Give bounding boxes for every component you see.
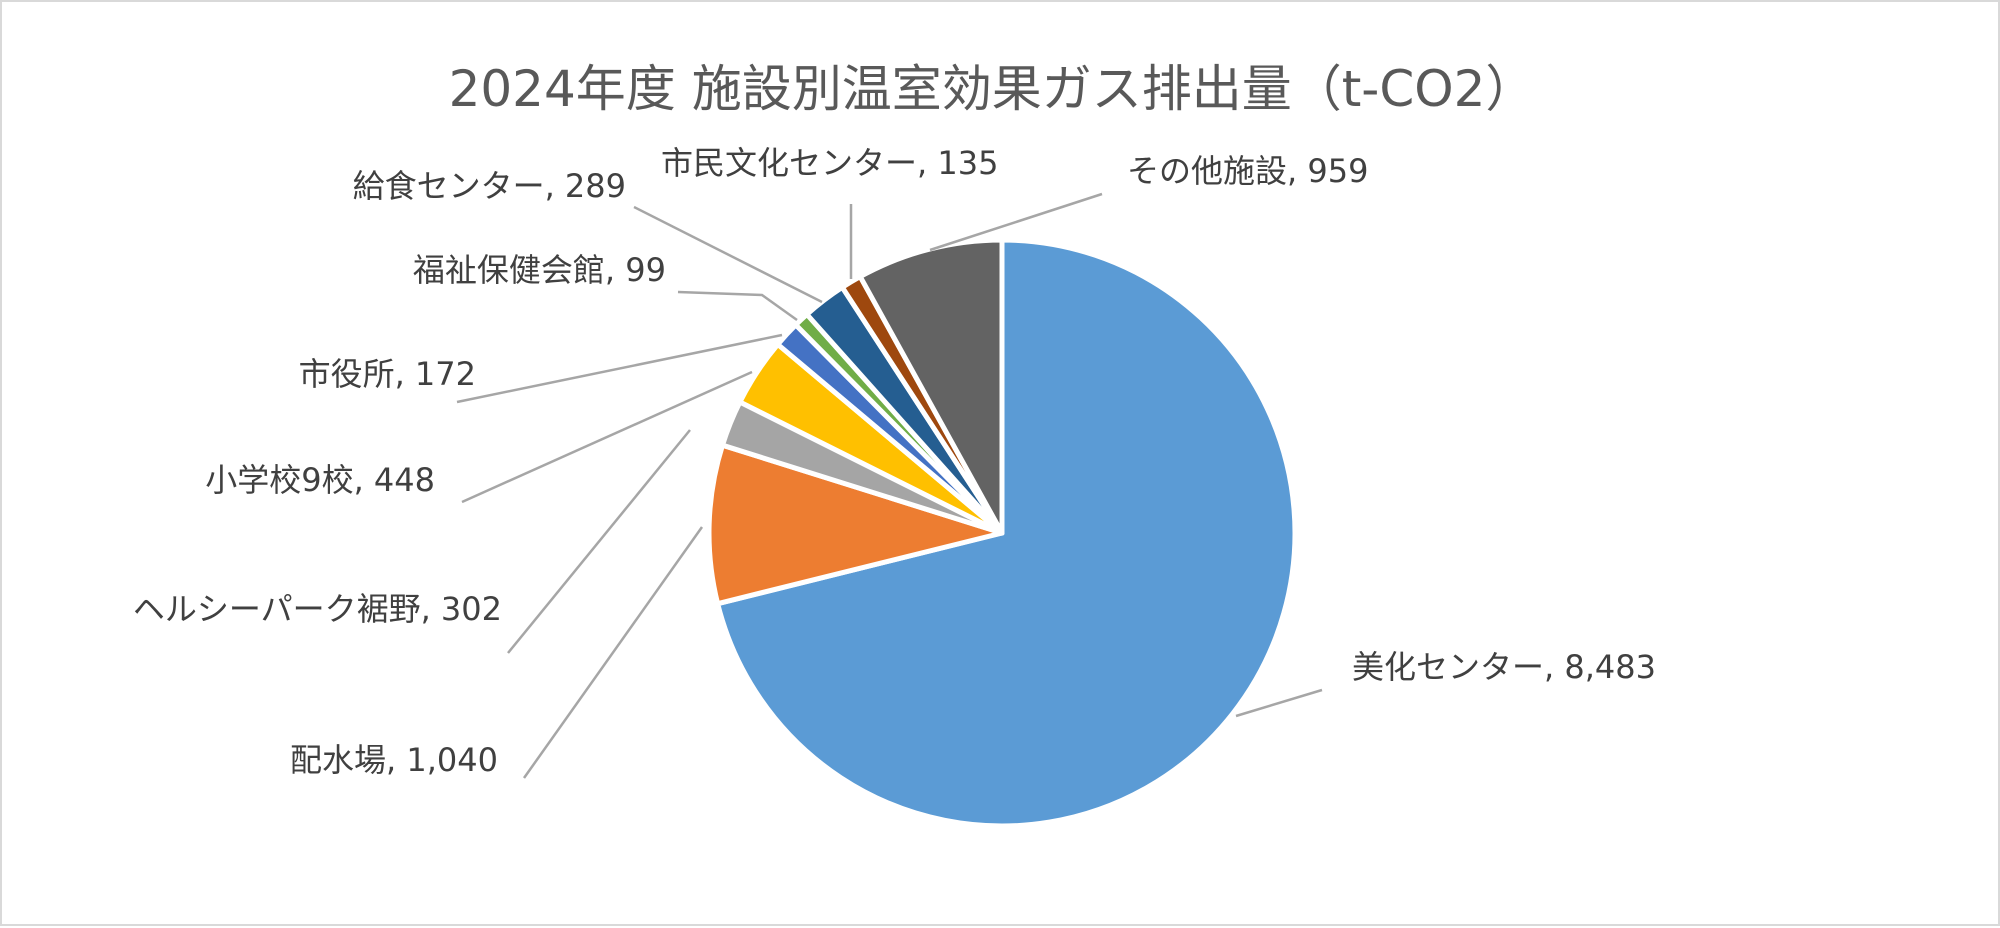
slice-4-leader-line	[461, 370, 753, 504]
chart-title: 2024年度 施設別温室効果ガス排出量（t-CO2）	[449, 60, 1536, 118]
slice-4-data-label: 小学校9校, 448	[205, 461, 435, 499]
slice-7-data-label: 給食センター, 289	[353, 167, 626, 205]
slice-9-leader-line	[929, 192, 1103, 252]
slice-5-data-label: 市役所, 172	[299, 355, 476, 393]
slice-8-data-label: 市民文化センター, 135	[661, 144, 998, 182]
slice-2	[706, 442, 1005, 607]
slice-1	[715, 237, 1298, 829]
slice-6-data-label: 福祉保健会館, 99	[413, 251, 666, 289]
slice-9	[857, 237, 1005, 536]
slice-3-leader-line	[507, 429, 691, 654]
slice-3-data-label: ヘルシーパーク裾野, 302	[133, 590, 502, 628]
slice-6-leader-line	[677, 290, 798, 322]
slice-5-leader-line	[456, 333, 783, 404]
slice-7-leader-line	[633, 205, 823, 304]
slice-1-data-label: 美化センター, 8,483	[1352, 648, 1656, 686]
slice-2-leader-line	[522, 526, 704, 779]
slice-1-leader-line	[1235, 688, 1323, 718]
pie-slices	[706, 237, 1298, 829]
data-labels: 美化センター, 8,483 配水場, 1,040 ヘルシーパーク裾野, 302 小学校…	[133, 144, 1656, 779]
slice-2-data-label: 配水場, 1,040	[290, 741, 498, 779]
slice-9-data-label: その他施設, 959	[1127, 152, 1368, 190]
leader-lines	[456, 192, 1323, 779]
